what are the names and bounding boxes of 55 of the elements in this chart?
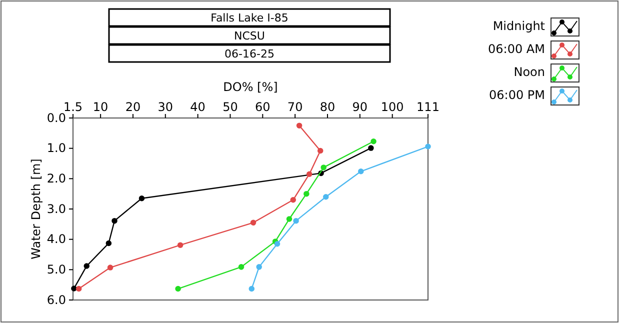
point — [107, 264, 114, 270]
chart-title: Falls Lake I-85 — [210, 12, 288, 24]
point — [175, 286, 181, 292]
x-tick-label: 80 — [320, 100, 336, 114]
legend-label: 06:00 AM — [488, 42, 545, 56]
point — [368, 145, 374, 151]
y-tick-label: 5.0 — [46, 262, 66, 277]
legend-label: 06:00 PM — [489, 88, 545, 102]
point — [306, 171, 312, 177]
y-tick-label: 0.0 — [46, 110, 66, 125]
point — [177, 242, 184, 248]
point — [286, 216, 292, 222]
y-tick-label: 6.0 — [46, 292, 66, 307]
point — [370, 138, 376, 144]
point — [304, 190, 310, 197]
legend-label: Midnight — [492, 19, 546, 33]
y-tick-label: 1.0 — [46, 141, 66, 156]
point — [248, 286, 255, 292]
y-tick-label: 4.0 — [46, 232, 66, 246]
point — [106, 240, 112, 246]
y-axis-title: Water Depth [m] — [29, 158, 43, 260]
x-tick-label: 1.5 — [63, 100, 83, 114]
point — [293, 218, 299, 224]
x-tick-label: 30 — [158, 100, 174, 114]
x-tick-label: 10 — [92, 100, 108, 114]
text: 06-16-25 — [224, 48, 274, 60]
point — [323, 194, 329, 200]
x-tick-label: 111 — [416, 100, 440, 114]
y-tick-label: 2.0 — [46, 172, 66, 186]
x-tick-label: 90 — [352, 100, 368, 114]
point — [274, 241, 280, 247]
x-tick-label: 20 — [125, 100, 141, 114]
point — [320, 164, 326, 170]
x-tick-label: 40 — [190, 100, 206, 114]
point — [290, 197, 296, 203]
point — [358, 168, 364, 174]
x-axis-title: DO% [%] — [223, 80, 278, 94]
point — [256, 264, 262, 270]
x-tick-label: 60 — [255, 100, 270, 114]
point — [138, 196, 145, 202]
point — [425, 144, 431, 150]
x-tick-label: 70 — [287, 100, 303, 114]
point — [296, 122, 302, 128]
chart-subtitle: NCSU — [234, 30, 265, 42]
point — [250, 220, 256, 226]
x-tick-label: 100 — [380, 100, 404, 114]
point — [71, 286, 77, 292]
x-tick-label: 50 — [222, 100, 238, 114]
point — [112, 218, 118, 224]
y-tick-label: 3.0 — [46, 202, 66, 216]
legend-label: Noon — [514, 65, 545, 79]
point — [76, 286, 82, 292]
point — [84, 263, 90, 269]
point — [238, 264, 244, 270]
point — [317, 148, 324, 154]
